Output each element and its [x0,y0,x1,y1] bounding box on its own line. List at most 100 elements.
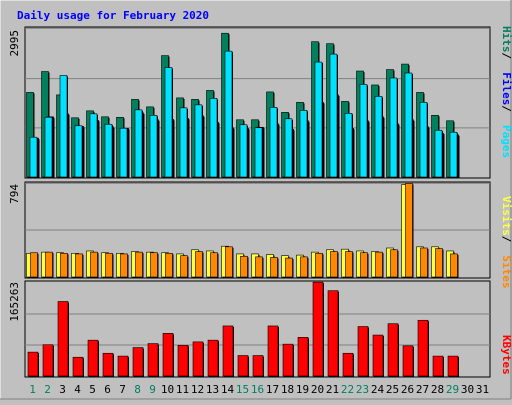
kbytes-bar-27 [417,319,429,377]
kbytes-bar-25 [387,323,399,377]
day-label-19: 19 [296,383,309,396]
sites-bar-15 [240,255,248,278]
right-axis-label-p1-4: Pages [500,125,512,158]
sites-bar-17 [270,257,278,278]
right-axis-label-p2-0: Visits [500,196,512,236]
day-label-29: 29 [446,383,459,396]
sites-bar-18 [285,257,293,278]
day-label-17: 17 [266,383,279,396]
day-label-27: 27 [416,383,429,396]
day-label-30: 30 [461,383,474,396]
day-label-26: 26 [401,383,414,396]
day-label-16: 16 [251,383,264,396]
pages-bar-21 [329,53,338,178]
kbytes-bar-8 [132,347,144,377]
pages-bar-11 [179,107,188,178]
sites-bar-28 [435,248,443,278]
pages-bar-22 [344,113,353,178]
kbytes-bar-13 [207,339,219,377]
sites-bar-3 [60,253,68,278]
pages-bar-15 [239,124,248,178]
day-label-25: 25 [386,383,399,396]
pages-bar-18 [284,118,293,178]
day-label-14: 14 [221,383,235,396]
pages-bar-13 [209,98,218,178]
right-axis-label-p1-1: / [500,52,512,59]
kbytes-bar-11 [177,344,189,377]
hits-ymax-label: 2995 [8,30,21,57]
kbytes-bar-23 [357,326,369,377]
day-label-2: 2 [44,383,51,396]
kbytes-bar-18 [282,343,294,377]
day-label-28: 28 [431,383,444,396]
sites-bar-9 [150,252,158,278]
kbytes-bar-7 [117,355,129,377]
right-axis-label-p2-1: / [500,236,512,243]
right-axis-label-p2-2: Sites [500,255,512,288]
kbytes-bar-6 [102,352,114,377]
day-label-23: 23 [356,383,369,396]
pages-bar-20 [314,61,323,178]
day-label-9: 9 [149,383,156,396]
day-label-18: 18 [281,383,294,396]
sites-bar-13 [210,252,218,278]
day-label-22: 22 [341,383,354,396]
kbytes-bar-4 [72,356,84,377]
sites-bar-27 [420,247,428,278]
day-label-4: 4 [74,383,81,396]
sites-bar-1 [30,252,38,278]
kbytes-bar-24 [372,334,384,377]
sites-bar-11 [180,255,188,278]
day-label-13: 13 [206,383,219,396]
day-label-5: 5 [89,383,96,396]
sites-bar-5 [90,251,98,278]
pages-bar-9 [149,115,158,178]
sites-bar-29 [450,253,458,278]
sites-bar-4 [75,253,83,278]
right-axis-label-kbytes: KBytes [500,335,512,375]
day-label-7: 7 [119,383,126,396]
pages-bar-2 [44,117,53,178]
pages-bar-8 [134,109,143,178]
pages-bar-14 [224,50,233,178]
pages-bar-1 [29,136,38,178]
pages-bar-3 [59,75,68,178]
kbytes-bar-15 [237,355,249,377]
pages-bar-25 [389,77,398,178]
right-axis-label-p1-0: Hits [500,26,512,53]
sites-bar-26 [405,183,413,278]
day-label-21: 21 [326,383,339,396]
sites-bar-12 [195,251,203,278]
pages-bar-27 [419,102,428,178]
pages-bar-19 [299,110,308,178]
kbytes-bar-12 [192,341,204,377]
pages-bar-24 [374,96,383,178]
kbytes-ymax-label: 165263 [8,282,21,322]
pages-bar-5 [89,113,98,178]
pages-bar-7 [119,127,128,178]
kbytes-bar-17 [267,325,279,377]
day-label-6: 6 [104,383,111,396]
sites-bar-19 [300,256,308,278]
pages-bar-10 [164,67,173,178]
day-label-3: 3 [59,383,66,396]
day-label-1: 1 [29,383,36,396]
chart-title: Daily usage for February 2020 [17,9,209,22]
sites-bar-16 [255,256,263,278]
sites-bar-2 [45,251,53,278]
pages-bar-16 [254,127,263,178]
sites-bar-22 [345,251,353,278]
kbytes-bar-1 [27,351,39,377]
day-label-10: 10 [161,383,174,396]
sites-bar-25 [390,249,398,278]
kbytes-bar-2 [42,344,54,377]
day-label-15: 15 [236,383,249,396]
day-label-24: 24 [371,383,385,396]
kbytes-bar-20 [312,281,324,377]
kbytes-bar-9 [147,343,159,377]
pages-bar-26 [404,72,413,178]
right-axis-label-p1-3: / [500,105,512,112]
kbytes-bar-14 [222,325,234,377]
